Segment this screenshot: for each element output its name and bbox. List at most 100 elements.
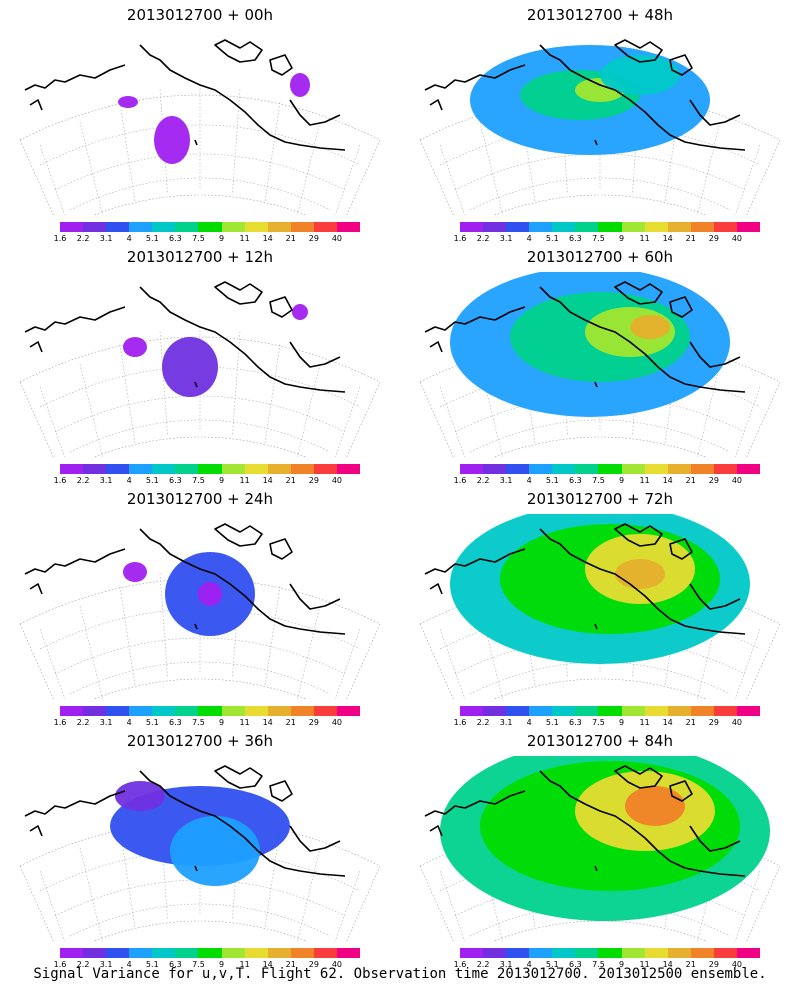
colorbar-swatch (552, 464, 576, 474)
colorbar-tick-label: 40 (731, 476, 743, 485)
colorbar-swatch (313, 948, 337, 958)
variance-contour (123, 562, 147, 582)
colorbar-swatch (60, 222, 84, 232)
map-boundary (19, 336, 381, 457)
variance-contour (290, 73, 310, 97)
latitude-gridline (39, 608, 361, 650)
colorbar-swatch (506, 706, 530, 716)
map-view (419, 514, 781, 699)
panel-title: 2013012700 + 00h (126, 6, 274, 24)
longitude-gridline (297, 121, 321, 215)
map-panel: 2013012700 + 12h 1.6 2.2 3.1 4 5.1 6.3 7.5 9 11 14… (0, 242, 400, 487)
latitude-gridline (469, 903, 731, 937)
longitude-gridline (79, 121, 103, 215)
colorbar-tick-label: 5.1 (145, 960, 159, 969)
variance-contour (162, 337, 218, 397)
colorbar-ticks: 1.6 2.2 3.1 4 5.1 6.3 7.5 9 11 14 21 29 40 (454, 476, 760, 486)
map-boundary (419, 94, 781, 215)
longitude-gridline (439, 628, 466, 699)
variance-field (470, 45, 710, 155)
colorbar-swatch (621, 948, 645, 958)
map-view (419, 39, 781, 215)
colorbar-swatch (552, 222, 576, 232)
colorbar-tick-label: 1.6 (453, 234, 467, 243)
variance-contour (154, 116, 190, 164)
colorbar-swatch (221, 948, 245, 958)
longitude-gridline (439, 870, 466, 941)
map-boundary (419, 820, 781, 941)
colorbar-swatch (129, 706, 153, 716)
colorbar-tick-label: 7.5 (192, 960, 205, 969)
colorbar-swatch (152, 706, 176, 716)
colorbar-tick-label: 4 (126, 234, 132, 243)
colorbar-swatch (198, 464, 222, 474)
colorbar-swatch (129, 222, 153, 232)
colorbar-ticks: 1.6 2.2 3.1 4 5.1 6.3 7.5 9 11 14 21 29 40 (54, 234, 360, 244)
colorbar-swatch (313, 464, 337, 474)
panel-title: 2013012700 + 36h (126, 732, 274, 750)
coastline (424, 523, 746, 635)
colorbar-swatch (83, 464, 107, 474)
latitude-gridline (439, 124, 761, 166)
colorbar-swatch (483, 948, 507, 958)
colorbar-tick-label: 1.6 (453, 476, 467, 485)
colorbar-tick-label: 4 (126, 718, 132, 727)
colorbar-swatch (221, 706, 245, 716)
colorbar-tick-label: 21 (285, 234, 296, 243)
colorbar-tick-label: 6.3 (569, 718, 582, 727)
colorbar-swatch (529, 706, 553, 716)
colorbar-tick-label: 11 (239, 960, 250, 969)
colorbar-swatch (198, 706, 222, 716)
colorbar-tick-label: 5.1 (545, 476, 559, 485)
colorbar-swatch (336, 222, 361, 232)
colorbar-tick-label: 4 (526, 476, 532, 485)
latitude-gridline (39, 366, 361, 408)
coastline (424, 281, 746, 393)
latitude-gridline (39, 850, 361, 892)
colorbar-tick-label: 2.2 (76, 234, 90, 243)
latitude-gridline (54, 637, 346, 675)
colorbar-tick-label: 1.6 (453, 960, 467, 969)
map-boundary (419, 336, 781, 457)
colorbar-ticks: 1.6 2.2 3.1 4 5.1 6.3 7.5 9 11 14 21 29 40 (54, 718, 360, 728)
colorbar-swatch (736, 706, 761, 716)
colorbar-tick-label: 29 (308, 718, 319, 727)
longitude-gridline (119, 344, 136, 444)
panel-title: 2013012700 + 12h (126, 248, 274, 266)
colorbar-tick-label: 5.1 (545, 960, 559, 969)
colorbar-tick-label: 2.2 (76, 476, 90, 485)
map-view (19, 523, 381, 699)
colorbar-swatch (175, 948, 199, 958)
colorbar-tick-label: 6.3 (169, 234, 182, 243)
colorbar-swatch (106, 222, 130, 232)
colorbar-tick-label: 11 (639, 718, 650, 727)
colorbar-swatch (483, 706, 507, 716)
colorbar-tick-label: 40 (731, 960, 743, 969)
longitude-gridline (119, 586, 136, 686)
colorbar-swatch (598, 706, 622, 716)
longitude-gridline (264, 828, 281, 928)
colorbar-swatch (106, 706, 130, 716)
colorbar-swatch (267, 948, 291, 958)
colorbar-swatch (644, 706, 668, 716)
colorbar-swatch (644, 464, 668, 474)
colorbar (60, 222, 361, 232)
colorbar-swatch (575, 464, 599, 474)
colorbar-swatch (460, 948, 484, 958)
longitude-gridline (734, 386, 761, 457)
variance-field (440, 756, 770, 921)
colorbar-tick-label: 3.1 (99, 960, 113, 969)
colorbar-swatch (736, 222, 761, 232)
variance-field (123, 304, 308, 397)
colorbar-ticks: 1.6 2.2 3.1 4 5.1 6.3 7.5 9 11 14 21 29 40 (54, 960, 360, 970)
colorbar-swatch (598, 464, 622, 474)
variance-contour (292, 304, 308, 320)
longitude-gridline (39, 386, 66, 457)
longitude-gridline (119, 828, 136, 928)
variance-contour (600, 55, 680, 95)
colorbar-tick-label: 6.3 (569, 476, 582, 485)
colorbar-tick-label: 21 (685, 476, 696, 485)
longitude-gridline (297, 363, 321, 457)
colorbar-swatch (106, 464, 130, 474)
colorbar-swatch (529, 948, 553, 958)
